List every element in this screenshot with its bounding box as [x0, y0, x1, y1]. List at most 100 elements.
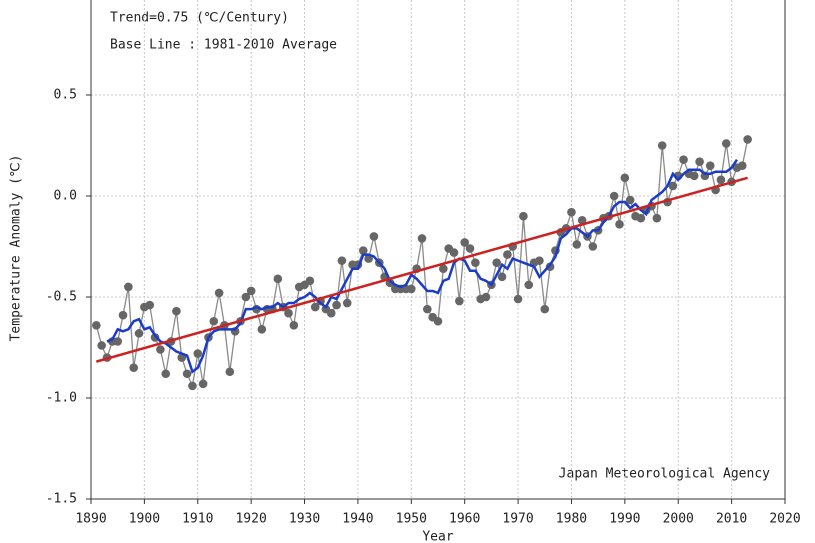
data-point — [124, 282, 133, 292]
x-tick-label: 1890 — [75, 512, 106, 527]
data-point — [289, 320, 299, 330]
data-point — [182, 369, 192, 379]
data-point — [310, 302, 320, 312]
x-tick-label: 1930 — [289, 512, 320, 527]
x-tick-label: 1910 — [182, 512, 213, 527]
data-point — [743, 135, 752, 144]
x-tick-label: 1980 — [556, 512, 587, 527]
data-point — [588, 242, 598, 251]
data-point — [417, 234, 427, 243]
data-point — [721, 139, 731, 148]
data-point — [332, 300, 341, 310]
data-point — [439, 264, 448, 274]
data-point — [471, 258, 480, 267]
data-point — [118, 310, 128, 320]
data-point — [657, 141, 667, 150]
series-line — [95, 176, 748, 363]
data-point — [492, 258, 502, 267]
y-tick-label: -1.5 — [46, 492, 77, 507]
series-line — [95, 139, 749, 389]
data-point — [161, 369, 171, 379]
data-point — [273, 274, 283, 284]
data-point — [97, 341, 106, 350]
data-point — [326, 308, 336, 318]
data-point — [284, 308, 293, 318]
data-point — [198, 379, 208, 389]
data-point — [337, 256, 347, 265]
x-axis-label: Year — [422, 530, 453, 543]
x-tick-label: 1990 — [609, 512, 640, 527]
y-tick-label: 0.5 — [54, 88, 77, 103]
data-point — [689, 171, 699, 181]
data-point — [481, 292, 491, 302]
series-line — [106, 158, 738, 374]
data-point — [113, 337, 122, 346]
data-point — [620, 173, 630, 183]
data-point — [668, 181, 678, 191]
data-point — [695, 157, 704, 166]
data-point — [524, 280, 534, 290]
data-point — [433, 316, 443, 326]
data-point — [567, 207, 576, 217]
data-point — [209, 316, 219, 326]
data-point — [519, 211, 528, 221]
y-axis-label: Temperature Anomaly (℃) — [9, 155, 24, 342]
data-point — [257, 325, 267, 334]
data-point — [134, 329, 144, 338]
data-point — [636, 213, 646, 223]
y-tick-label: 0.0 — [54, 189, 77, 204]
x-tick-label: 2010 — [716, 512, 747, 527]
annotation: Trend=0.75 (℃/Century) — [110, 11, 289, 26]
data-point — [145, 300, 155, 310]
data-point — [358, 246, 368, 255]
x-tick-label: 1970 — [502, 512, 533, 527]
data-point — [172, 306, 181, 316]
data-point — [625, 195, 635, 205]
data-point — [246, 286, 256, 296]
data-point — [214, 288, 224, 298]
data-point — [241, 292, 251, 302]
data-point — [423, 304, 432, 314]
data-point — [513, 294, 523, 304]
annotation: Japan Meteorological Agency — [559, 467, 770, 482]
data-point — [535, 256, 544, 265]
data-point — [385, 278, 395, 288]
data-point — [92, 320, 101, 330]
x-tick-label: 1900 — [129, 512, 160, 527]
x-tick-label: 1960 — [449, 512, 480, 527]
data-point — [156, 345, 165, 354]
x-tick-label: 1950 — [396, 512, 427, 527]
data-point — [503, 250, 512, 259]
data-point — [342, 298, 352, 308]
data-point — [305, 276, 315, 286]
data-point — [572, 240, 582, 249]
x-tick-label: 2020 — [769, 512, 800, 527]
x-tick-label: 1920 — [235, 512, 266, 527]
data-point — [705, 161, 715, 170]
data-point — [737, 161, 747, 170]
data-point — [129, 363, 139, 373]
x-tick-label: 1940 — [342, 512, 373, 527]
y-tick-label: -0.5 — [46, 290, 77, 305]
data-point — [193, 349, 203, 358]
data-point — [407, 284, 416, 294]
data-point — [449, 248, 459, 257]
data-point — [369, 232, 379, 241]
x-tick-label: 2000 — [663, 512, 694, 527]
data-point — [577, 215, 587, 225]
data-point — [652, 213, 662, 223]
data-point — [460, 238, 469, 247]
data-point — [455, 296, 464, 306]
data-point — [716, 175, 726, 185]
data-point — [609, 191, 619, 201]
annotation: Base Line : 1981-2010 Average — [110, 38, 337, 53]
data-point — [465, 244, 475, 253]
data-point — [679, 155, 688, 164]
data-point — [615, 219, 624, 229]
data-point — [497, 272, 507, 282]
data-point — [540, 304, 550, 314]
y-tick-label: -1.0 — [46, 391, 77, 406]
data-point — [225, 367, 235, 377]
data-point — [188, 381, 197, 391]
